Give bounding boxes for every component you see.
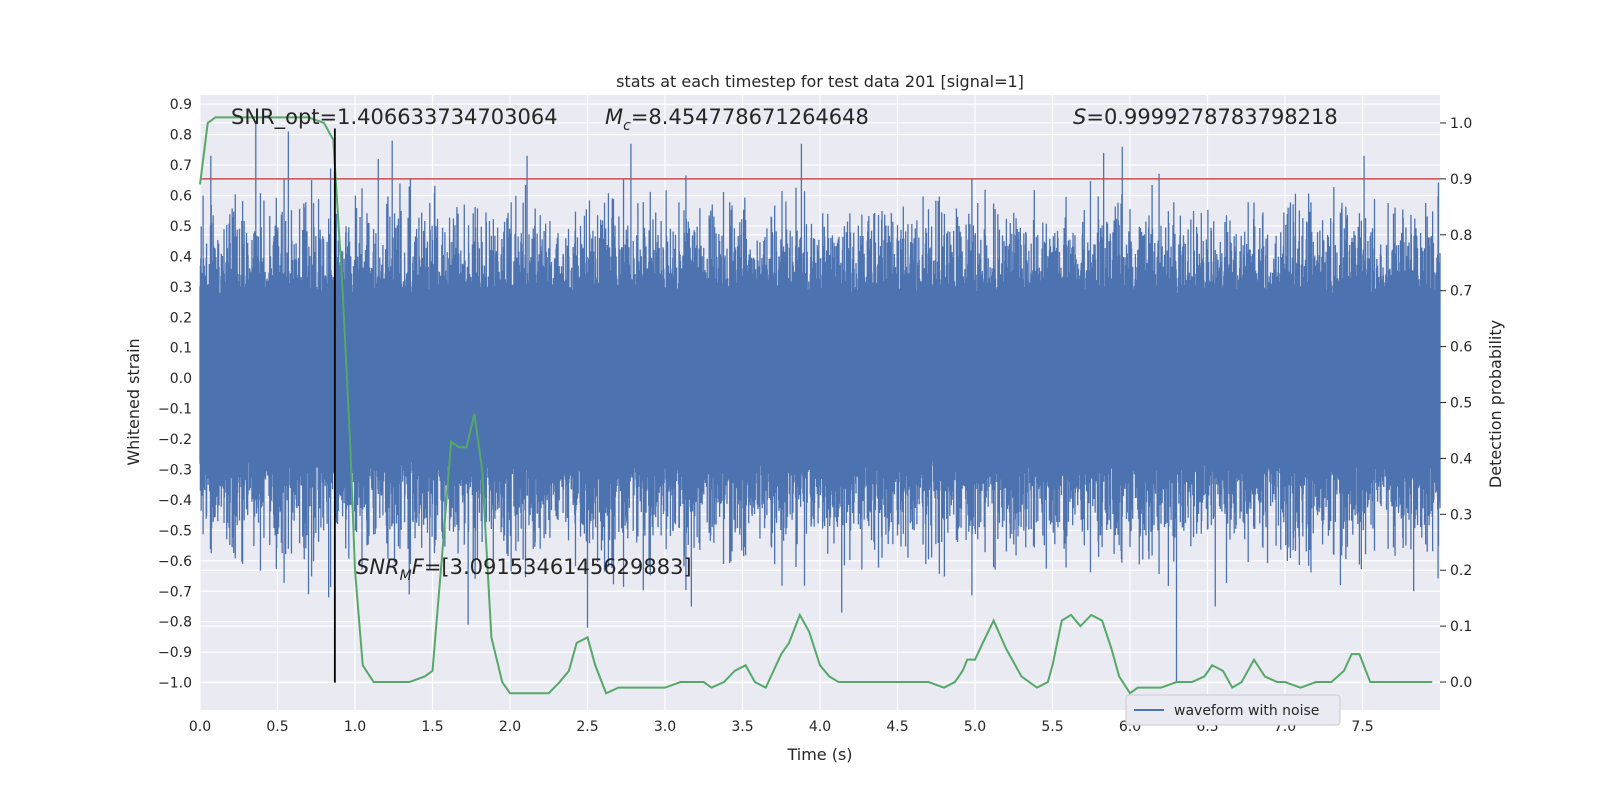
x-tick-label: 2.0 <box>499 719 521 735</box>
y-tick-label: 0.5 <box>170 219 192 235</box>
annotation-snr-opt: SNR_opt=1.406633734703064 <box>231 105 558 130</box>
waveform-with-noise-series <box>199 122 1441 683</box>
y-tick-label: −0.3 <box>158 462 192 478</box>
y-tick-label: 0.1 <box>170 341 192 357</box>
x-tick-label: 1.5 <box>421 719 443 735</box>
x-tick-label: 0.5 <box>266 719 288 735</box>
y2-tick-label: 1.0 <box>1450 116 1472 132</box>
y2-tick-label: 0.1 <box>1450 619 1472 635</box>
y-tick-label: −0.7 <box>158 584 192 600</box>
y-tick-labels: 0.9 0.8 0.7 0.6 0.5 0.4 0.3 0.2 0.1 0.0 −0.1 −0.2 −0… <box>158 97 192 691</box>
chart-title: stats at each timestep for test data 201… <box>616 72 1024 91</box>
y2-tick-label: 0.6 <box>1450 340 1472 356</box>
y2-axis-label: Detection probability <box>1486 320 1505 488</box>
y-tick-label: −0.1 <box>158 402 192 418</box>
y2-tick-label: 0.3 <box>1450 507 1472 523</box>
y2-tick-label: 0.5 <box>1450 396 1472 412</box>
x-tick-label: 4.5 <box>886 719 908 735</box>
y-tick-label: 0.3 <box>170 280 192 296</box>
x-tick-label: 3.5 <box>731 719 753 735</box>
x-tick-label: 0.0 <box>189 719 211 735</box>
y2-tick-label: 0.9 <box>1450 172 1472 188</box>
annotation-chirp-mass: Mc=8.454778671264648 <box>605 105 869 134</box>
x-tick-label: 3.0 <box>654 719 676 735</box>
x-tick-label: 7.5 <box>1351 719 1373 735</box>
x-tick-label: 4.0 <box>809 719 831 735</box>
waveform-core-band <box>200 292 1440 461</box>
y-tick-label: −0.5 <box>158 523 192 539</box>
y-tick-label: 0.6 <box>170 188 192 204</box>
y2-tick-label: 0.7 <box>1450 284 1472 300</box>
y-tick-label: −1.0 <box>158 676 192 692</box>
x-tick-label: 5.0 <box>964 719 986 735</box>
y2-tick-label: 0.8 <box>1450 228 1472 244</box>
legend-label-waveform: waveform with noise <box>1174 703 1319 719</box>
annotation-spin: S=0.9999278783798218 <box>1073 105 1338 129</box>
y-tick-label: 0.4 <box>170 249 192 265</box>
y-tick-label: −0.8 <box>158 615 192 631</box>
y-tick-label: −0.2 <box>158 432 192 448</box>
y-tick-label: 0.7 <box>170 158 192 174</box>
y2-tick-label: 0.4 <box>1450 451 1472 467</box>
y2-tick-labels: 1.0 0.9 0.8 0.7 0.6 0.5 0.4 0.3 0.2 0.1 0.0 <box>1440 116 1472 691</box>
y-axis-label: Whitened strain <box>124 338 143 465</box>
legend: waveform with noise <box>1125 694 1341 726</box>
y2-tick-label: 0.2 <box>1450 563 1472 579</box>
y2-tick-label: 0.0 <box>1450 675 1472 691</box>
detection-probability-line <box>199 116 1433 695</box>
annotation-snr-mf: SNRMF=[3.0915346145629883] <box>356 555 692 584</box>
y-tick-label: 0.0 <box>170 371 192 387</box>
y-tick-label: 0.2 <box>170 310 192 326</box>
x-tick-label: 2.5 <box>576 719 598 735</box>
y-tick-label: −0.9 <box>158 645 192 661</box>
y-tick-label: 0.8 <box>170 128 192 144</box>
legend-box <box>1125 694 1341 726</box>
x-tick-label: 5.5 <box>1041 719 1063 735</box>
y-tick-label: −0.6 <box>158 554 192 570</box>
x-axis-label: Time (s) <box>786 745 852 764</box>
y-tick-label: 0.9 <box>170 97 192 113</box>
x-tick-labels: 0.0 0.5 1.0 1.5 2.0 2.5 3.0 3.5 4.0 4.5 5.0 5.5 6.0 6… <box>189 719 1374 735</box>
y-tick-label: −0.4 <box>158 493 192 509</box>
x-tick-label: 1.0 <box>344 719 366 735</box>
